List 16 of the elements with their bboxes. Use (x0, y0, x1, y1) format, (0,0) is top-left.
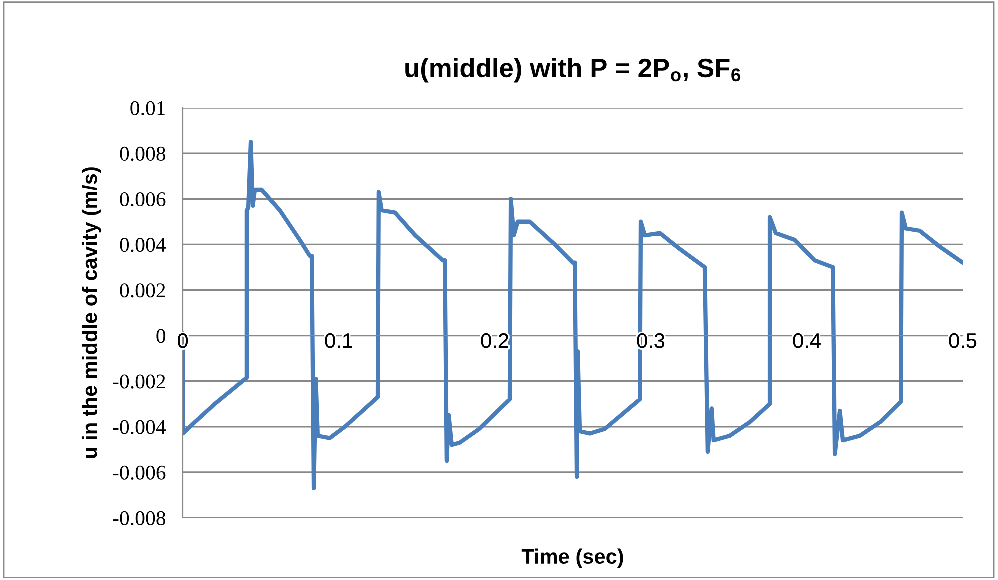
y-axis-title: u in the middle of cavity (m/s) (82, 168, 102, 458)
x-tick-label: 0.5 (949, 334, 977, 348)
chart-title: u(middle) with P = 2P$_{o}$, SF$_{6}$ (406, 58, 741, 83)
y-tick-label: -0.008 (113, 511, 166, 526)
x-axis-title: Time (sec) (522, 548, 624, 568)
y-tick-label: -0.006 (113, 466, 166, 480)
y-tick-label: 0.004 (120, 238, 166, 252)
y-tick-label: 0.006 (120, 192, 166, 207)
y-tick-label: 0.002 (120, 284, 166, 298)
x-tick-label: 0.1 (325, 334, 352, 348)
y-tick-label: -0.004 (113, 420, 166, 434)
y-tick-label: 0.01 (130, 101, 166, 116)
x-tick-label: 0.2 (481, 334, 508, 348)
y-tick-label: 0.008 (120, 146, 166, 162)
y-tick-label: -0.002 (113, 374, 166, 389)
x-tick-label: 0.4 (793, 334, 821, 348)
